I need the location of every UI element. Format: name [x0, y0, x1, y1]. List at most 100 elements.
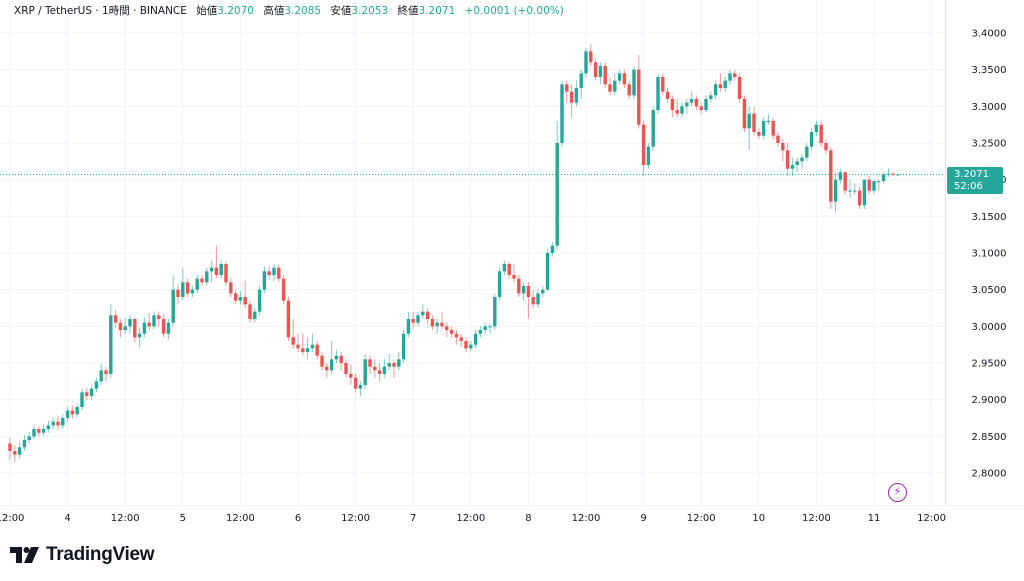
candle-up [166, 319, 171, 340]
candle-down [373, 359, 377, 378]
candle-body [41, 429, 46, 433]
candle-body [449, 330, 454, 334]
candle-body [181, 282, 185, 298]
candle-body [296, 344, 300, 349]
candle-body [315, 344, 319, 356]
candle-down [8, 437, 12, 460]
candle-body [157, 315, 161, 320]
candle-body [257, 289, 262, 312]
candle-body [209, 267, 214, 272]
candle-up [862, 179, 867, 210]
candle-body [176, 289, 180, 298]
candle-body [608, 84, 612, 92]
candles [8, 44, 900, 463]
candle-up [257, 286, 262, 316]
candle-body [152, 315, 156, 327]
candle-down [517, 275, 521, 298]
candle-up [469, 341, 473, 352]
candle-body [416, 315, 420, 323]
candle-body [392, 363, 396, 367]
candle-down [867, 176, 871, 195]
candle-down [176, 283, 180, 305]
candle-body [85, 392, 89, 397]
candle-up [790, 157, 795, 177]
candle-body [598, 66, 603, 78]
candle-up [747, 106, 751, 151]
lightning-icon[interactable]: ⚡ [888, 483, 907, 502]
candle-body [867, 179, 871, 191]
candle-down [565, 80, 569, 103]
candle-down [13, 445, 17, 463]
candle-down [454, 330, 459, 345]
candle-body [454, 333, 459, 338]
candle-body [857, 190, 862, 206]
candle-body [473, 333, 478, 345]
candle-body [613, 80, 617, 92]
candle-body [229, 282, 233, 294]
candle-body [536, 293, 540, 305]
candle-body [32, 429, 36, 437]
candle-down [37, 426, 41, 437]
candle-up [872, 179, 876, 195]
candle-down [843, 170, 847, 195]
candle-body [661, 77, 665, 92]
candle-up [723, 77, 727, 92]
x-tick-label: 12:00 [111, 513, 140, 524]
candle-down [133, 317, 137, 343]
price-axis[interactable]: 2.8000 2.8500 2.9000 2.9500 3.0000 3.0500 3.10… [972, 29, 1007, 480]
y-tick-label: 2.9000 [972, 395, 1007, 406]
open-label: 始値 [196, 5, 218, 17]
candle-body [75, 407, 79, 415]
candle-body [862, 179, 867, 206]
symbol-title[interactable]: XRP / TetherUS · 1時間 · BINANCE [14, 5, 187, 17]
candle-up [584, 47, 588, 78]
candle-down [569, 84, 574, 118]
candle-up [32, 424, 36, 440]
candle-body [421, 311, 425, 316]
candle-down [229, 277, 233, 298]
x-tick-label: 12:00 [0, 513, 24, 524]
x-tick-label: 12:00 [341, 513, 370, 524]
candle-up [713, 80, 718, 100]
candle-body [512, 275, 516, 279]
time-axis[interactable]: 12:00 4 12:00 5 12:00 6 12:00 7 12:00 8 12:00 9 12:0… [0, 513, 946, 524]
candlestick-chart[interactable]: 2.8000 2.8500 2.9000 2.9500 3.0000 3.0500 3.10… [0, 0, 1024, 540]
candle-down [344, 359, 348, 378]
candle-body [747, 113, 751, 129]
candle-body [550, 245, 555, 254]
candle-up [46, 420, 51, 433]
candle-body [579, 73, 583, 89]
candle-up [397, 352, 401, 371]
candle-up [521, 282, 526, 301]
candle-body [281, 278, 286, 301]
candle-body [776, 135, 780, 144]
candle-body [305, 348, 310, 353]
candle-body [464, 341, 468, 349]
candle-body [545, 253, 550, 290]
candle-down [353, 374, 358, 393]
x-tick-label: 6 [295, 513, 301, 524]
candle-down [589, 44, 593, 67]
candle-down [622, 69, 627, 89]
candle-down [301, 333, 305, 356]
x-tick-label: 12:00 [917, 513, 946, 524]
candle-body [253, 311, 257, 320]
y-tick-label: 3.4000 [972, 29, 1007, 40]
candle-up [805, 143, 809, 162]
candle-body [555, 143, 559, 246]
candle-up [51, 417, 55, 430]
candle-body [137, 333, 142, 338]
candle-body [185, 282, 190, 294]
candle-body [531, 297, 535, 305]
candle-up [41, 424, 46, 437]
x-tick-label: 12:00 [226, 513, 255, 524]
candle-body [742, 99, 747, 129]
candle-down [445, 322, 449, 338]
candle-up [814, 121, 819, 136]
tradingview-logo[interactable]: TradingView [10, 544, 155, 566]
candle-body [829, 150, 833, 202]
candle-body [569, 91, 574, 103]
candle-body [603, 66, 607, 85]
candle-down [757, 128, 761, 140]
x-tick-label: 11 [868, 513, 881, 524]
